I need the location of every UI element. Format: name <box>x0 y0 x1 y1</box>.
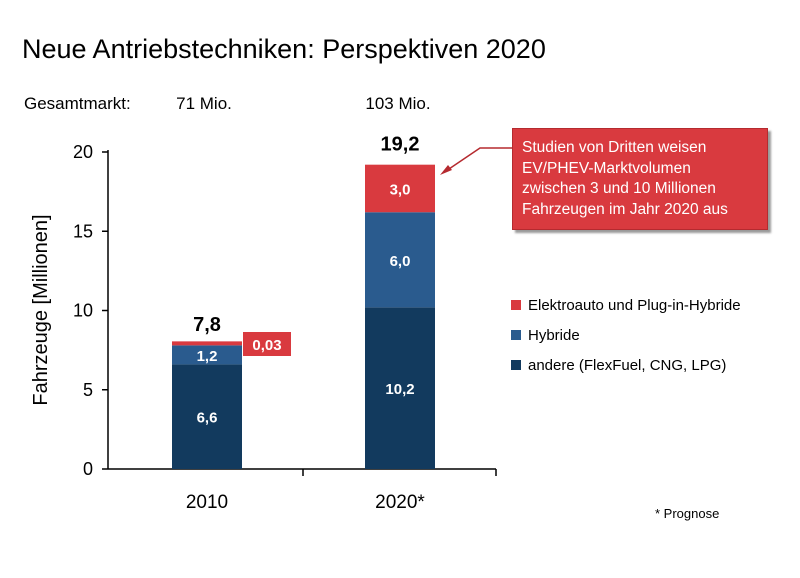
callout-arrow-line <box>445 147 512 172</box>
legend-label: andere (FlexFuel, CNG, LPG) <box>528 357 726 374</box>
bar-total-label: 19,2 <box>381 134 420 156</box>
segment-label: 10,2 <box>385 381 414 398</box>
chart-title: Neue Antriebstechniken: Perspektiven 202… <box>22 34 546 64</box>
legend-swatch <box>511 330 521 340</box>
bar-segment <box>172 345 242 365</box>
segment-label: 3,0 <box>390 181 411 198</box>
legend-swatch <box>511 360 521 370</box>
forecast-footnote: * Prognose <box>655 506 720 521</box>
x-category-label: 2020* <box>375 492 425 513</box>
segment-label: 0,03 <box>252 337 281 354</box>
studies-callout: Studien von Dritten weisen EV/PHEV-Markt… <box>512 128 768 230</box>
legend-label: Elektroauto und Plug-in-Hybride <box>528 297 741 314</box>
legend-swatch <box>511 300 521 310</box>
bar-total-label: 7,8 <box>193 314 221 336</box>
gesamtmarkt-value-2020: 103 Mio. <box>365 94 431 113</box>
y-tick-label: 5 <box>83 380 93 400</box>
bar-segment <box>365 212 435 308</box>
bar-segment <box>365 164 435 213</box>
segment-label-box <box>243 332 291 356</box>
y-axis-label: Fahrzeuge [Millionen] <box>30 214 52 405</box>
gesamtmarkt-label: Gesamtmarkt: <box>24 94 131 113</box>
segment-label: 1,2 <box>197 348 218 365</box>
y-tick-label: 15 <box>73 221 93 241</box>
bar-segment <box>172 364 242 469</box>
gesamtmarkt-value-2010: 71 Mio. <box>176 94 232 113</box>
y-tick-label: 0 <box>83 459 93 479</box>
callout-arrow-head <box>440 165 452 175</box>
legend-label: Hybride <box>528 327 580 344</box>
x-category-label: 2010 <box>186 492 228 513</box>
y-tick-label: 20 <box>73 142 93 162</box>
segment-label: 6,0 <box>390 253 411 270</box>
segment-label: 6,6 <box>197 410 218 427</box>
bar-segment <box>172 341 242 346</box>
bar-segment <box>365 307 435 469</box>
y-tick-label: 10 <box>73 301 93 321</box>
